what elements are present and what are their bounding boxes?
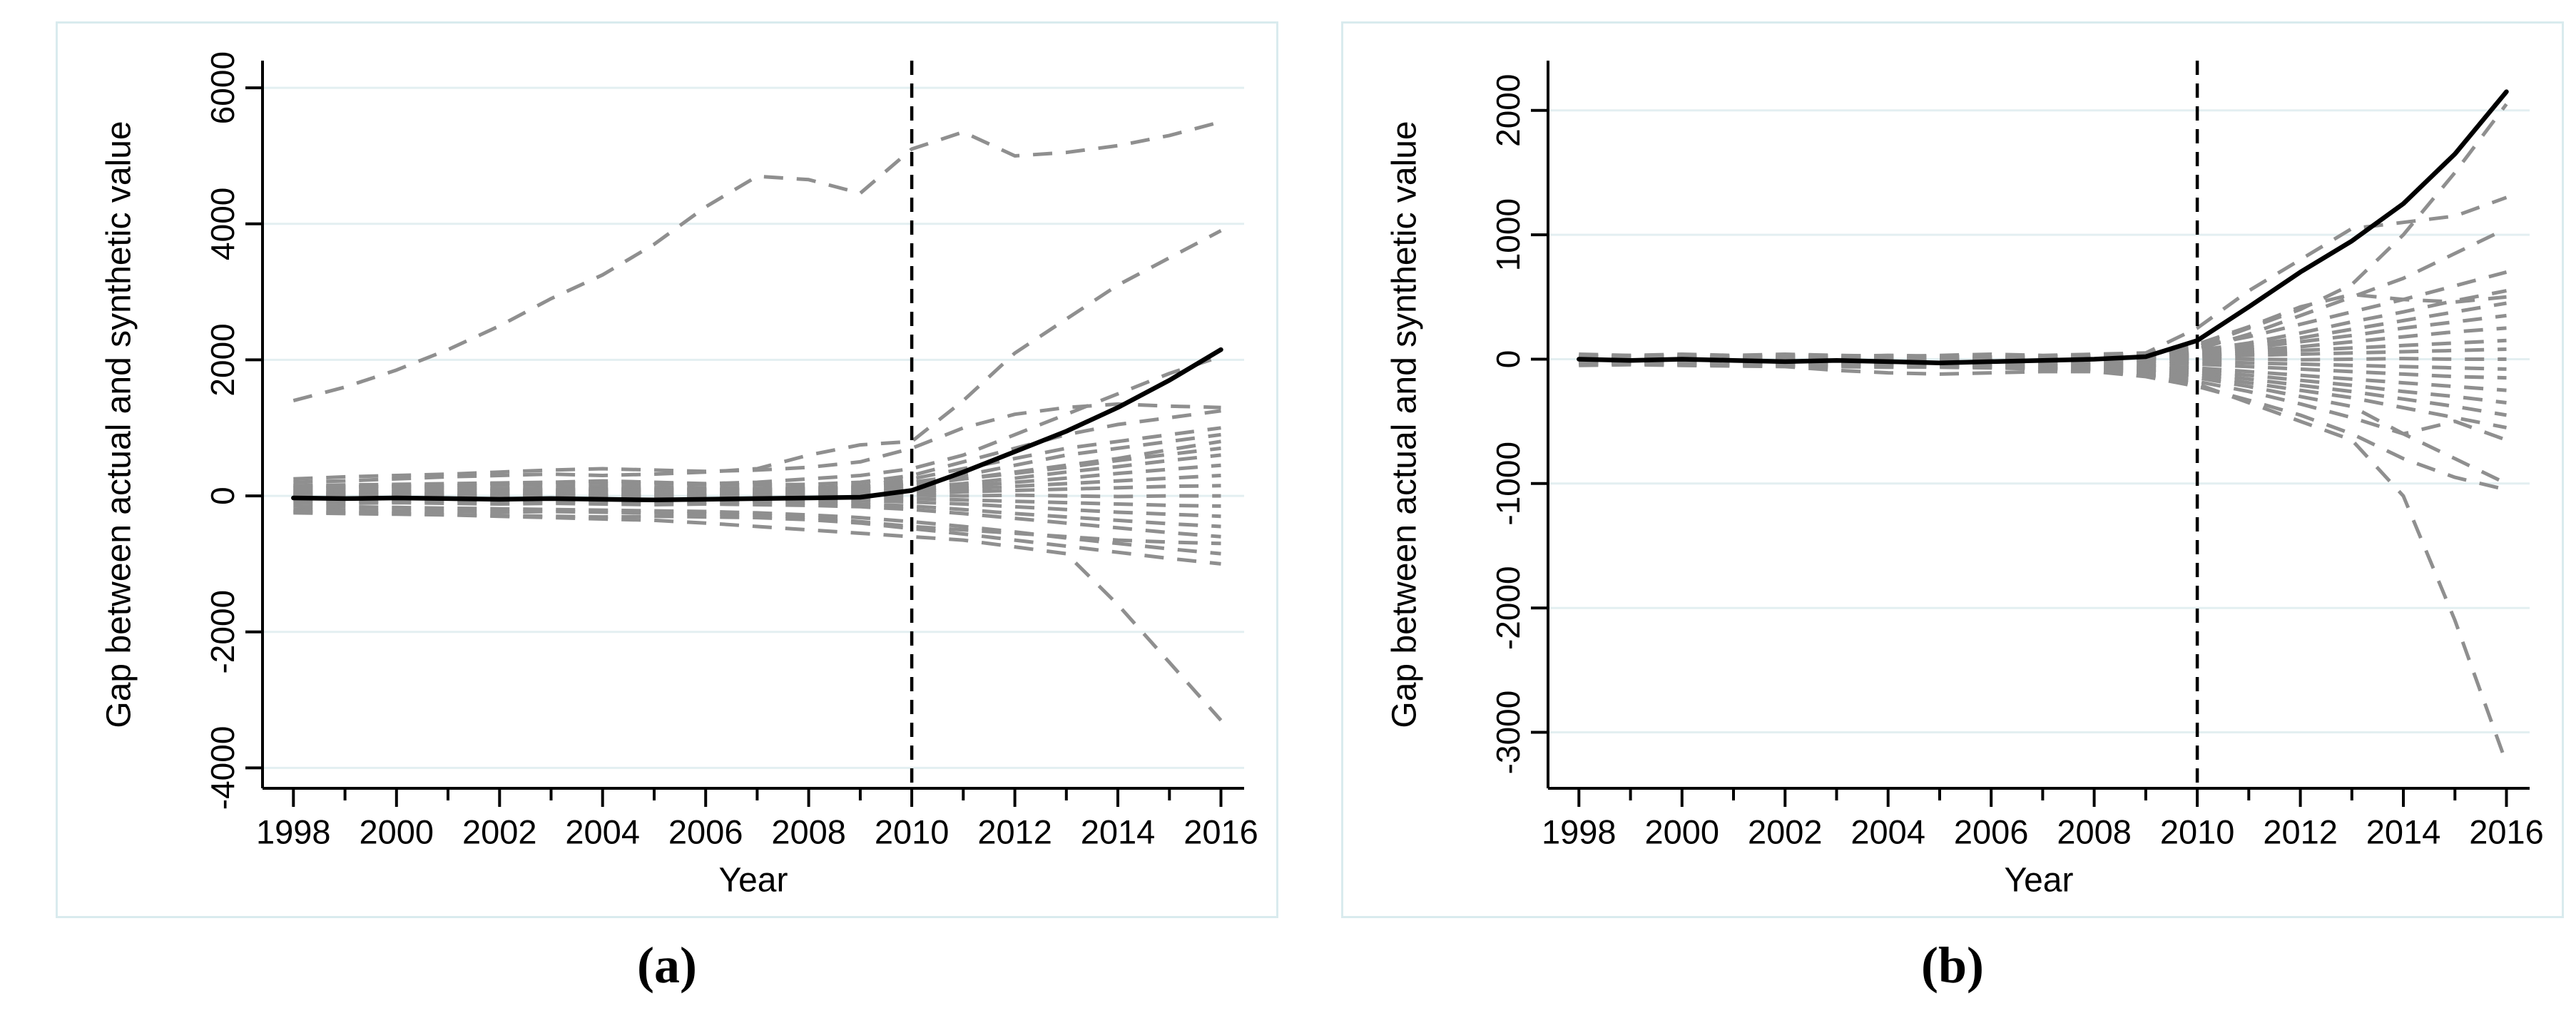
- placebo-line: [293, 504, 1221, 556]
- x-tick-label: 2004: [565, 813, 640, 850]
- y-tick-label: -3000: [1490, 691, 1527, 775]
- x-tick-label: 2016: [1183, 813, 1258, 850]
- placebo-line: [292, 120, 1222, 403]
- x-tick-label: 2006: [1954, 813, 2029, 850]
- y-tick-label: -2000: [1490, 566, 1527, 650]
- x-tick-label: 2012: [977, 813, 1052, 850]
- x-tick-label: 2014: [1081, 813, 1156, 850]
- placebo-line: [293, 498, 1221, 529]
- placebo-line: [293, 509, 1223, 722]
- placebo-line: [293, 426, 1221, 491]
- x-tick-label: 2008: [2057, 813, 2132, 850]
- x-tick-label: 2000: [360, 813, 434, 850]
- placebo-line: [293, 402, 1221, 481]
- chart-a-svg: 6000 4000 2000 0 -2000 -4000 1998 2000 2002 2004 2…: [56, 21, 1278, 918]
- caption-b: (b): [1921, 937, 1984, 994]
- x-tick-label: 2010: [875, 813, 950, 850]
- panel-border: [56, 21, 1278, 918]
- placebo-line: [293, 355, 1222, 492]
- panel-border: [1341, 21, 2564, 918]
- x-tick-label: 2000: [1645, 813, 1720, 850]
- y-tick-label: -1000: [1490, 442, 1527, 526]
- x-tick-label: 2010: [2160, 813, 2235, 850]
- x-tick-label: 2004: [1850, 813, 1925, 850]
- placebo-line: [1579, 362, 2508, 486]
- y-axis-title: Gap between actual and synthetic value: [1386, 121, 1424, 728]
- x-tick-label: 2002: [1748, 813, 1823, 850]
- y-tick-label: 0: [204, 487, 241, 505]
- caption-a: (a): [637, 937, 697, 994]
- x-tick-label: 2012: [2263, 813, 2338, 850]
- placebo-line: [293, 409, 1221, 488]
- y-tick-label: 2000: [1490, 74, 1527, 147]
- x-tick-label: 2008: [771, 813, 846, 850]
- y-axis-title: Gap between actual and synthetic value: [101, 121, 138, 728]
- placebo-line: [1579, 361, 2508, 764]
- chart-panel-a: 6000 4000 2000 0 -2000 -4000 1998 2000 2002 2004 2…: [56, 21, 1278, 918]
- x-tick-label: 2002: [462, 813, 537, 850]
- y-tick-label: 4000: [204, 188, 241, 260]
- chart-panel-b: 2000 1000 0 -1000 -2000 -3000 1998 2000 2002 2004…: [1341, 21, 2564, 918]
- placebo-line: [1579, 362, 2508, 492]
- y-tick-label: 6000: [204, 51, 241, 124]
- y-tick-label: 0: [1490, 350, 1527, 369]
- x-axis-title: Year: [2005, 862, 2074, 900]
- placebo-line: [1579, 292, 2507, 360]
- x-tick-label: 2006: [668, 813, 743, 850]
- y-tick-label: 1000: [1490, 198, 1527, 271]
- placebo-line: [1579, 270, 2508, 359]
- x-tick-label: 1998: [256, 813, 331, 850]
- treated-line: [291, 347, 1223, 503]
- x-tick-label: 2014: [2366, 813, 2441, 850]
- placebo-line: [293, 511, 1221, 566]
- y-tick-label: 2000: [204, 323, 241, 396]
- chart-b-svg: 2000 1000 0 -1000 -2000 -3000 1998 2000 2002 2004…: [1341, 21, 2564, 918]
- placebo-line: [1579, 301, 2507, 360]
- x-tick-label: 1998: [1542, 813, 1617, 850]
- treated-line: [1577, 89, 2509, 365]
- x-tick-label: 2016: [2469, 813, 2544, 850]
- y-tick-label: -4000: [204, 726, 241, 810]
- y-tick-label: -2000: [204, 590, 241, 674]
- placebo-line: [293, 501, 1221, 539]
- x-axis-title: Year: [719, 862, 788, 900]
- placebo-line: [293, 446, 1221, 492]
